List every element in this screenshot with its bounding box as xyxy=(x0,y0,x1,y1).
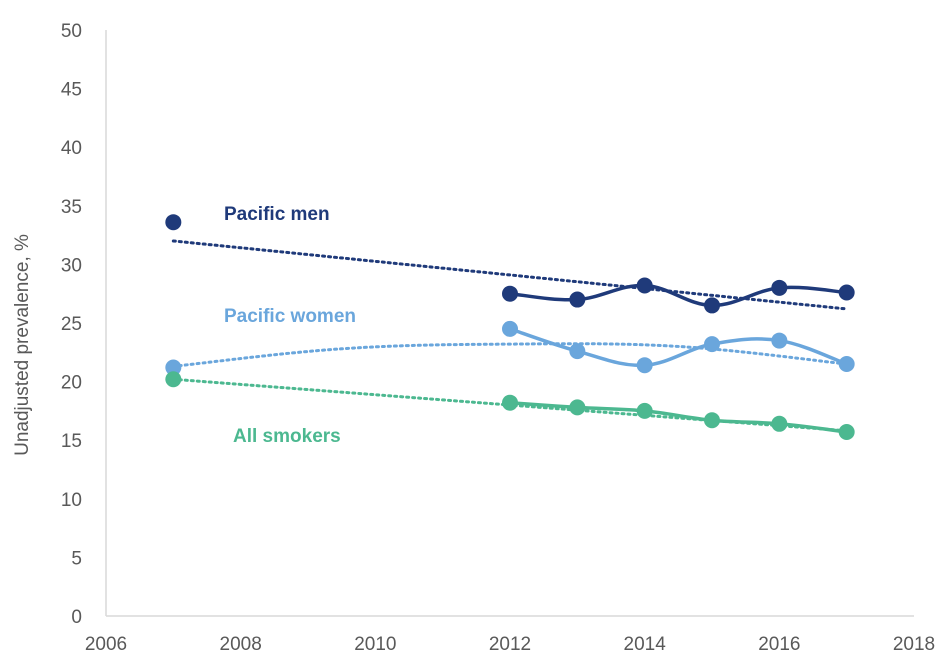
data-point-pacific-women xyxy=(704,336,720,353)
y-tick-label: 0 xyxy=(71,607,82,628)
data-point-pacific-men xyxy=(502,285,518,302)
series-label-pacific-women: Pacific women xyxy=(224,306,356,327)
y-tick-label: 5 xyxy=(71,548,82,569)
x-tick-labels: 2006 2008 2010 2012 2014 2016 2018 xyxy=(85,634,935,655)
y-tick-label: 10 xyxy=(61,490,82,511)
data-point-all-smokers xyxy=(569,399,586,416)
data-point-pacific-men xyxy=(569,291,586,308)
series-label-all-smokers: All smokers xyxy=(233,426,341,447)
x-tick-label: 2008 xyxy=(220,634,262,655)
y-tick-label: 15 xyxy=(61,431,82,452)
y-tick-label: 30 xyxy=(61,255,82,276)
data-point-pacific-women xyxy=(838,356,855,373)
data-point-pacific-men xyxy=(771,279,788,296)
x-tick-label: 2016 xyxy=(758,634,800,655)
data-point-pacific-men xyxy=(636,277,653,294)
y-tick-label: 35 xyxy=(61,197,82,218)
series-label-pacific-men: Pacific men xyxy=(224,204,330,225)
data-point-pacific-men xyxy=(838,284,855,301)
trend-line-pacific-men xyxy=(171,239,849,311)
trend-line-pacific-women xyxy=(171,342,849,368)
data-point-all-smokers xyxy=(771,415,788,432)
y-tick-labels: 0 5 10 15 20 25 30 35 40 45 50 xyxy=(61,21,82,628)
x-tick-label: 2010 xyxy=(354,634,396,655)
data-point-pacific-women xyxy=(502,320,518,337)
data-point-pacific-men xyxy=(165,214,182,231)
series-points xyxy=(165,214,855,440)
axes xyxy=(105,30,914,617)
data-point-all-smokers xyxy=(838,423,855,440)
y-tick-label: 40 xyxy=(61,138,82,159)
data-point-pacific-women xyxy=(569,343,586,360)
data-point-pacific-women xyxy=(165,359,182,376)
data-point-pacific-men xyxy=(704,297,720,314)
data-point-all-smokers xyxy=(636,402,653,419)
x-tick-label: 2012 xyxy=(489,634,531,655)
x-tick-label: 2018 xyxy=(893,634,935,655)
y-axis-label: Unadjusted prevalence, % xyxy=(12,234,33,456)
y-tick-label: 50 xyxy=(61,21,82,42)
x-tick-label: 2014 xyxy=(624,634,667,655)
x-tick-label: 2006 xyxy=(85,634,127,655)
y-tick-label: 45 xyxy=(61,80,82,101)
data-point-all-smokers xyxy=(165,371,182,388)
data-point-pacific-women xyxy=(771,332,788,349)
data-point-all-smokers xyxy=(704,412,720,429)
data-point-pacific-women xyxy=(636,357,653,374)
y-tick-label: 20 xyxy=(61,373,82,394)
y-tick-label: 25 xyxy=(61,314,82,335)
data-point-all-smokers xyxy=(502,394,518,411)
